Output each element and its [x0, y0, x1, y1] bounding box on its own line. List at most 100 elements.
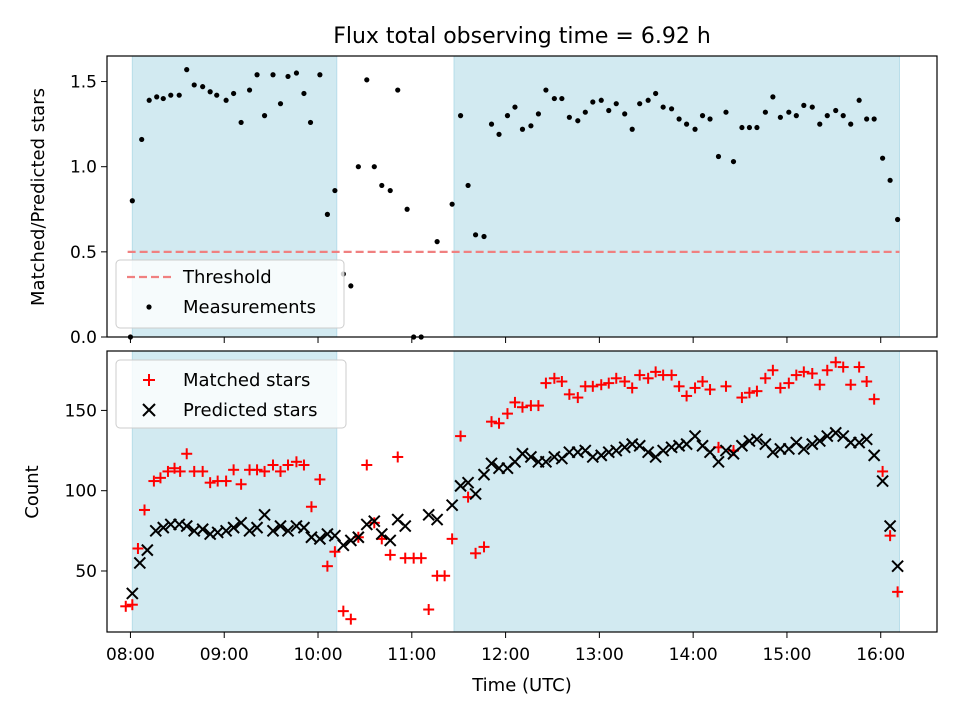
measurement-point [559, 95, 565, 102]
matched-star-point [556, 376, 568, 388]
predicted-star-point [126, 587, 139, 600]
matched-star-point [540, 377, 552, 389]
predicted-star-point [337, 539, 350, 552]
matched-star-point [666, 369, 678, 381]
measurement-point [307, 119, 314, 126]
measurement-point [551, 95, 557, 102]
predicted-star-point [454, 479, 467, 493]
matched-star-point [634, 369, 646, 381]
matched-star-point [181, 448, 193, 460]
measurement-point [683, 121, 690, 127]
measurement-point [895, 216, 901, 223]
measurement-point [606, 107, 612, 114]
measurement-point [543, 87, 549, 93]
predicted-star-point [375, 527, 388, 541]
matched-star-point [235, 478, 247, 490]
matched-star-point [154, 472, 166, 484]
matched-star-point [790, 369, 802, 381]
matched-star-point [642, 372, 654, 384]
matched-star-point [587, 380, 599, 392]
predicted-star-point [469, 487, 482, 501]
bottom-x-axis-label: Time (UTC) [471, 675, 572, 696]
top-legend-box [115, 259, 345, 329]
predicted-star-point [571, 445, 585, 459]
matched-star-point [120, 600, 132, 612]
predicted-star-point [829, 426, 842, 440]
bottom-x-tick-label: 13:00 [575, 645, 624, 665]
predicted-star-point [883, 519, 897, 533]
top-y-axis-label: Matched/Predicted stars [28, 88, 49, 306]
top-y-tick-label: 1.5 [70, 73, 97, 93]
matched-star-point [814, 379, 826, 391]
measurement-point [176, 92, 182, 98]
predicted-stars-points [126, 426, 904, 600]
measurement-point [207, 89, 213, 95]
measurement-point [613, 101, 619, 107]
matched-star-point [415, 552, 427, 564]
measurement-point [472, 232, 479, 238]
bottom-y-tick-label: 50 [75, 562, 97, 582]
measurement-point [629, 126, 635, 132]
bottom-axes-frame [106, 350, 938, 633]
measurement-point [200, 84, 206, 90]
measurement-point [223, 97, 229, 103]
bottom-x-tick-label: 15:00 [762, 645, 811, 665]
measurement-point [715, 153, 722, 160]
predicted-star-point [461, 476, 475, 489]
matched-star-point [392, 451, 404, 463]
measurement-point [231, 90, 237, 97]
measurement-point [254, 72, 260, 78]
predicted-star-point [719, 444, 733, 457]
measurement-point [528, 123, 534, 129]
matched-star-point [204, 477, 216, 489]
matched-star-point [439, 570, 451, 582]
matched-star-point [314, 473, 326, 485]
predicted-star-point [688, 429, 702, 443]
measurement-point [154, 94, 160, 100]
bottom-x-tick-label: 11:00 [387, 645, 436, 665]
measurement-point [786, 109, 792, 115]
measurement-point [833, 107, 839, 114]
predicted-star-point [258, 508, 271, 521]
chart-title: Flux total observing time = 6.92 h [333, 24, 711, 49]
measurement-point [160, 95, 166, 102]
matched-star-point [384, 549, 396, 561]
measurement-point [637, 101, 643, 107]
matched-star-point [298, 459, 310, 471]
measurement-point [191, 82, 197, 88]
matched-star-point [501, 408, 513, 420]
matched-star-point [548, 372, 560, 384]
top-y-tick-label: 0.0 [70, 328, 97, 348]
measurement-point [129, 198, 135, 204]
matched-star-point [563, 388, 575, 400]
bottom-y-tick-label: 150 [65, 401, 97, 421]
predicted-star-point [860, 433, 873, 446]
matched-star-point [478, 541, 490, 553]
measurement-point [270, 72, 276, 78]
measurement-point [238, 119, 244, 126]
predicted-star-point [641, 445, 655, 459]
measurement-point [598, 97, 604, 103]
matched-star-point [220, 475, 232, 487]
top-x-tick-marks [129, 337, 882, 343]
measurement-point [457, 113, 464, 119]
measurement-point [348, 283, 354, 289]
predicted-star-point [743, 434, 756, 448]
bottom-y-tick-label: 100 [65, 482, 97, 502]
measurement-point [887, 177, 893, 183]
matched-star-point [169, 462, 181, 474]
predicted-star-point [352, 531, 365, 544]
predicted-star-point [227, 521, 240, 534]
matched-star-point [626, 382, 638, 394]
predicted-star-point [766, 445, 780, 459]
measurement-point [488, 121, 495, 127]
predicted-star-point [243, 524, 256, 538]
matched-star-point [610, 372, 622, 384]
measurement-point [754, 124, 760, 131]
measurement-point [261, 113, 268, 119]
predicted-star-point [149, 524, 162, 538]
measurement-point [856, 97, 862, 103]
predicted-star-point [157, 521, 170, 534]
predicted-star-point [633, 439, 646, 452]
predicted-star-point [539, 455, 553, 469]
